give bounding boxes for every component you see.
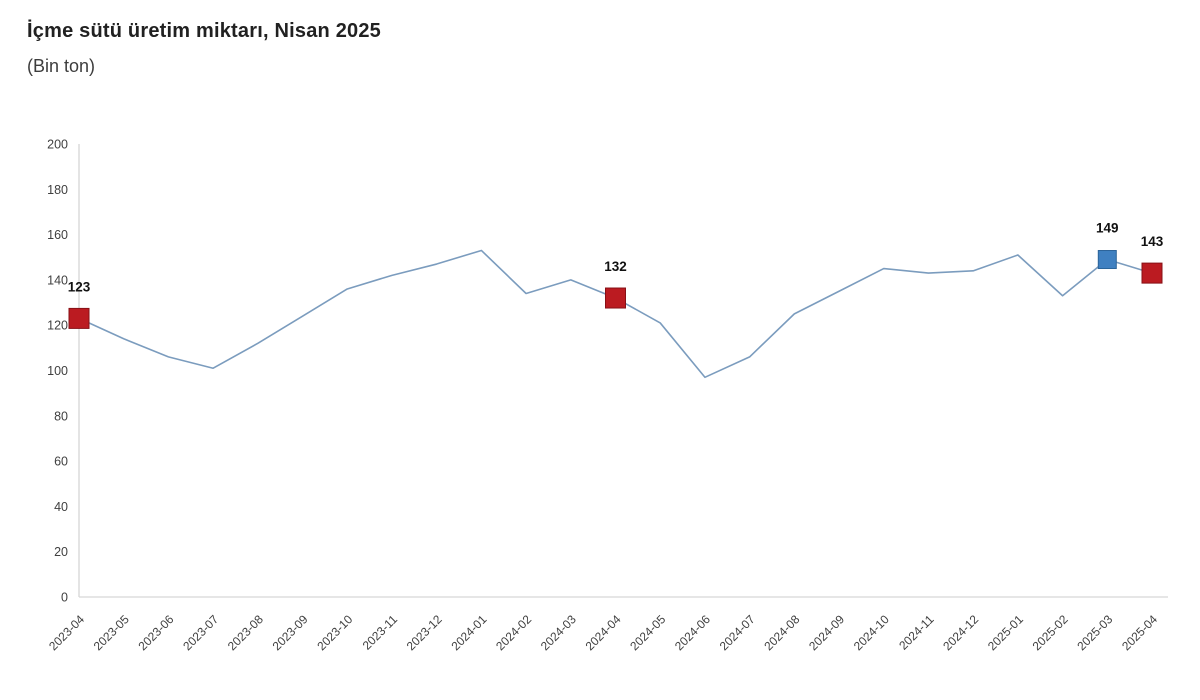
y-tick-label: 120: [47, 319, 68, 333]
marker-2025-04: [1141, 262, 1163, 284]
y-tick-label: 0: [61, 591, 68, 605]
point-label-2024-04: 132: [604, 259, 627, 274]
y-tick-label: 80: [54, 409, 68, 423]
x-tick-label: 2024-05: [627, 612, 668, 653]
x-tick-label: 2023-06: [135, 612, 176, 653]
point-label-2025-04: 143: [1141, 234, 1164, 249]
point-label-2023-04: 123: [68, 279, 91, 294]
x-tick-label: 2025-03: [1074, 612, 1115, 653]
x-tick-label: 2025-04: [1119, 612, 1160, 653]
x-tick-label: 2024-04: [583, 612, 624, 653]
y-tick-label: 40: [54, 500, 68, 514]
y-tick-label: 100: [47, 364, 68, 378]
x-tick-label: 2024-07: [717, 612, 758, 653]
x-tick-label: 2023-09: [270, 612, 311, 653]
marker-2023-04: [68, 307, 90, 329]
x-tick-label: 2024-03: [538, 612, 579, 653]
x-tick-label: 2024-01: [448, 612, 489, 653]
x-tick-label: 2023-11: [360, 612, 401, 653]
x-tick-label: 2023-05: [91, 612, 132, 653]
x-tick-label: 2023-12: [404, 612, 445, 653]
y-tick-label: 60: [54, 455, 68, 469]
point-label-2025-03: 149: [1096, 221, 1119, 236]
x-tick-label: 2024-09: [806, 612, 847, 653]
y-tick-label: 160: [47, 228, 68, 242]
y-tick-label: 180: [47, 183, 68, 197]
x-tick-label: 2023-10: [314, 612, 355, 653]
marker-2025-03: [1097, 250, 1117, 270]
x-tick-label: 2024-12: [940, 612, 981, 653]
y-tick-label: 20: [54, 545, 68, 559]
chart-title: İçme sütü üretim miktarı, Nisan 2025: [27, 20, 382, 42]
chart-subtitle: (Bin ton): [27, 56, 96, 76]
marker-2024-04: [605, 287, 626, 309]
x-tick-label: 2023-08: [225, 612, 266, 653]
x-tick-label: 2024-08: [761, 612, 802, 653]
x-tick-label: 2024-11: [896, 612, 937, 653]
x-tick-label: 2025-02: [1030, 612, 1071, 653]
y-tick-label: 200: [47, 138, 68, 152]
x-tick-label: 2024-10: [851, 612, 892, 653]
x-tick-label: 2023-04: [46, 612, 87, 653]
x-tick-label: 2023-07: [180, 612, 221, 653]
x-tick-label: 2025-01: [985, 612, 1026, 653]
x-tick-label: 2024-06: [672, 612, 713, 653]
x-tick-label: 2024-02: [493, 612, 534, 653]
y-tick-label: 140: [47, 273, 68, 287]
